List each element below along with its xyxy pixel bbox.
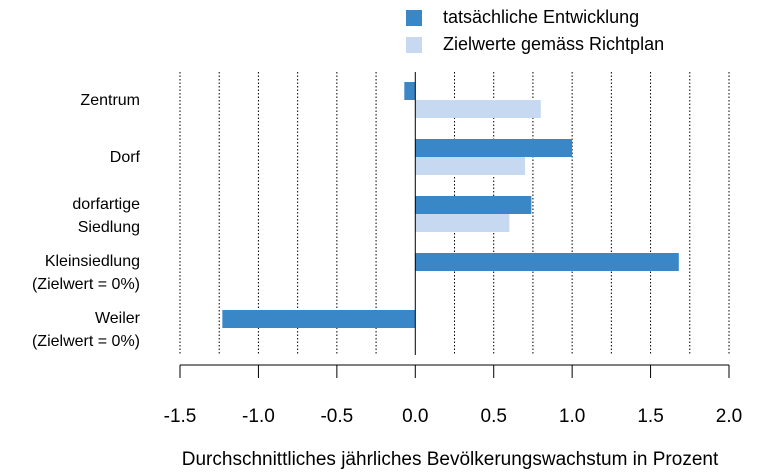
bar bbox=[404, 82, 416, 100]
x-tick-label: -1.5 bbox=[164, 406, 197, 427]
category-label: dorfartige Siedlung bbox=[72, 196, 140, 236]
bar bbox=[415, 157, 526, 175]
legend-swatch bbox=[406, 10, 422, 26]
legend-swatch bbox=[406, 37, 422, 53]
x-tick-label: -0.5 bbox=[320, 406, 353, 427]
category-label: Zentrum bbox=[80, 92, 140, 109]
x-tick-label: 1.5 bbox=[637, 406, 663, 427]
x-tick-label: 0.5 bbox=[481, 406, 507, 427]
bar bbox=[415, 214, 510, 232]
legend-label: tatsächliche Entwicklung bbox=[443, 7, 639, 27]
bar bbox=[415, 100, 541, 118]
bar bbox=[415, 196, 532, 214]
category-label: Weiler (Zielwert = 0%) bbox=[32, 310, 141, 350]
category-label: Kleinsiedlung (Zielwert = 0%) bbox=[32, 253, 140, 293]
x-tick-label: 1.0 bbox=[559, 406, 585, 427]
x-axis-label: Durchschnittliches jährliches Bevölkerun… bbox=[182, 449, 719, 470]
bar bbox=[415, 139, 573, 157]
x-tick-label: -1.0 bbox=[242, 406, 275, 427]
category-label: Dorf bbox=[110, 149, 141, 166]
legend-label: Zielwerte gemäss Richtplan bbox=[443, 34, 664, 54]
x-tick-label: 2.0 bbox=[716, 406, 742, 427]
bar bbox=[415, 253, 679, 271]
bar bbox=[222, 310, 416, 328]
x-tick-label: 0.0 bbox=[402, 406, 428, 427]
